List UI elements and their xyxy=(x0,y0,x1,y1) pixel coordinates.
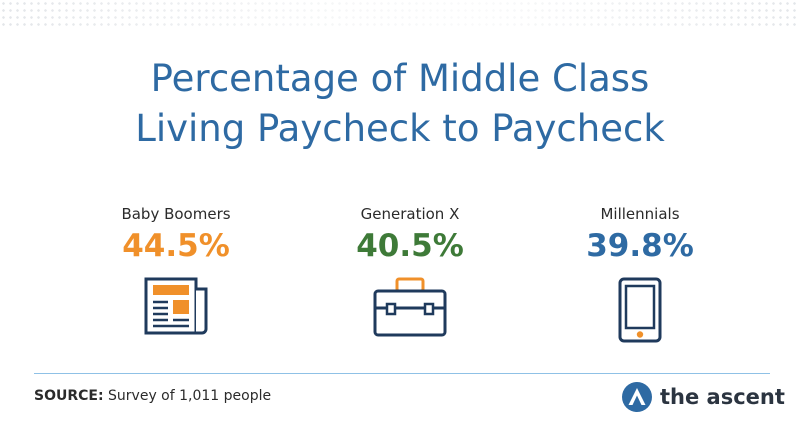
briefcase-icon xyxy=(373,277,447,337)
source-label: SOURCE: xyxy=(34,388,104,404)
title-line-1: Percentage of Middle Class xyxy=(150,57,650,100)
footer-divider xyxy=(34,373,770,374)
brand-wordmark: the ascent xyxy=(660,385,785,409)
newspaper-icon xyxy=(144,277,208,335)
title-line-2: Living Paycheck to Paycheck xyxy=(135,107,665,150)
source-note: SOURCE: Survey of 1,011 people xyxy=(34,388,271,404)
stat-value: 44.5% xyxy=(122,228,230,264)
tablet-icon xyxy=(618,277,662,343)
stat-value: 39.8% xyxy=(586,228,694,264)
dotted-background-pattern xyxy=(0,0,800,30)
stat-baby-boomers: Baby Boomers 44.5% xyxy=(66,204,286,336)
stat-label: Baby Boomers xyxy=(121,205,231,223)
stat-generation-x: Generation X 40.5% xyxy=(300,204,520,338)
source-text: Survey of 1,011 people xyxy=(103,388,272,404)
stat-value: 40.5% xyxy=(356,228,464,264)
stat-millennials: Millennials 39.8% xyxy=(530,204,750,344)
the-ascent-logo-icon xyxy=(622,382,652,412)
brand-logo[interactable]: the ascent xyxy=(622,381,785,413)
stat-label: Generation X xyxy=(360,205,460,223)
page-title: Percentage of Middle Class Living Payche… xyxy=(0,54,800,154)
stat-label: Millennials xyxy=(600,205,680,223)
